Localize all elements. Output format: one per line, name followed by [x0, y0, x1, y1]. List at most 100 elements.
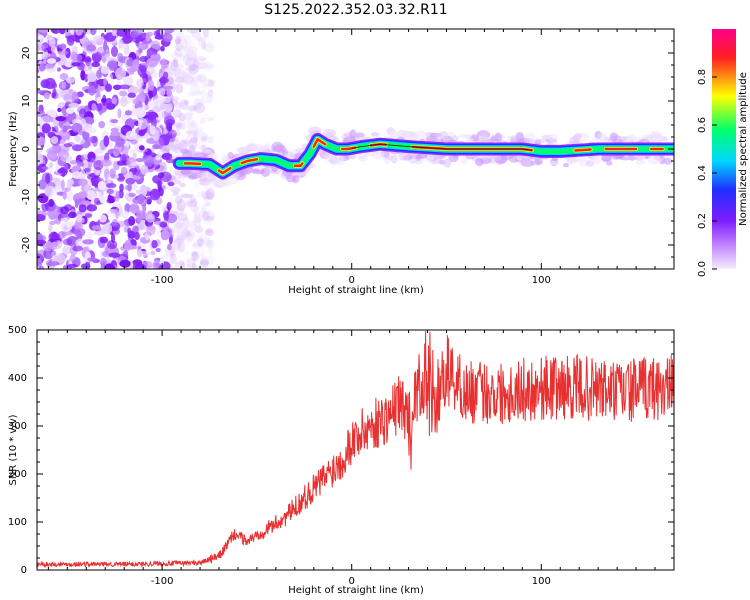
noise-blob	[174, 48, 182, 58]
snr-series-line	[37, 330, 674, 569]
noise-blob	[158, 88, 166, 97]
noise-blob	[91, 225, 102, 230]
noise-blob	[177, 36, 183, 43]
noise-blob	[194, 74, 202, 83]
noise-blob	[116, 160, 125, 166]
noise-blob	[163, 210, 170, 222]
noise-blob	[184, 137, 193, 147]
noise-blob	[66, 131, 71, 141]
noise-blob	[113, 142, 125, 154]
y-tick-label: 500	[8, 325, 27, 336]
noise-blob	[111, 97, 117, 105]
noise-blob	[190, 251, 198, 257]
noise-blob	[128, 192, 136, 198]
noise-blob	[142, 202, 147, 213]
noise-blob	[105, 103, 112, 110]
noise-blob	[160, 58, 168, 70]
noise-blob	[172, 59, 178, 65]
noise-blob	[68, 89, 73, 94]
noise-blob	[58, 118, 64, 129]
noise-blob	[184, 239, 196, 244]
colorbar-tick-label: 0.8	[697, 69, 708, 85]
noise-blob	[190, 136, 199, 144]
noise-blob	[100, 159, 112, 167]
noise-blob	[57, 231, 65, 239]
noise-blob	[152, 129, 160, 142]
spectrogram-heatmap	[37, 29, 674, 269]
figure-title: S125.2022.352.03.32.R11	[264, 2, 447, 18]
y-tick-label: -20	[21, 237, 32, 253]
noise-blob	[196, 62, 208, 70]
noise-blob	[80, 118, 87, 128]
noise-blob	[205, 91, 213, 103]
noise-blob	[191, 105, 197, 111]
noise-blob	[176, 228, 187, 238]
noise-blob	[187, 104, 199, 113]
noise-blob	[50, 250, 57, 257]
noise-blob	[199, 258, 209, 268]
x-tick-label: 100	[532, 275, 551, 286]
noise-blob	[146, 57, 159, 68]
noise-blob	[198, 209, 211, 218]
x-tick-label: 100	[532, 576, 551, 587]
noise-blob	[110, 46, 118, 58]
noise-blob	[145, 213, 156, 223]
noise-blob	[91, 187, 100, 193]
noise-blob	[125, 130, 138, 141]
noise-blob	[132, 59, 140, 69]
noise-blob	[172, 145, 182, 154]
noise-blob	[185, 129, 195, 135]
noise-blob	[184, 42, 194, 52]
noise-blob	[37, 44, 45, 51]
noise-blob	[190, 122, 196, 127]
noise-blob	[106, 240, 118, 250]
noise-blob	[90, 157, 96, 164]
noise-blob	[180, 139, 192, 144]
noise-blob	[37, 153, 44, 162]
noise-blob	[153, 219, 161, 225]
noise-blob	[78, 191, 88, 199]
noise-blob	[62, 125, 68, 133]
noise-blob	[173, 38, 181, 44]
colorbar-tick-label: 0.4	[697, 165, 708, 181]
noise-blob	[198, 239, 203, 249]
noise-blob	[58, 43, 67, 50]
noise-blob	[171, 130, 180, 142]
snr-frame	[36, 329, 675, 571]
noise-blob	[176, 119, 186, 130]
haze-blob	[426, 154, 435, 162]
noise-blob	[56, 67, 61, 72]
noise-blob	[158, 77, 169, 84]
noise-blob	[172, 122, 184, 128]
noise-blob	[176, 123, 182, 131]
noise-blob	[149, 188, 161, 201]
noise-blob	[200, 136, 207, 141]
noise-blob	[153, 259, 160, 269]
noise-blob	[181, 143, 188, 151]
noise-blob	[151, 240, 158, 249]
noise-blob	[172, 57, 179, 68]
noise-blob	[205, 63, 216, 69]
noise-blob	[201, 190, 214, 200]
noise-blob	[195, 58, 205, 67]
noise-blob	[182, 39, 188, 50]
noise-blob	[82, 159, 89, 170]
noise-blob	[179, 182, 186, 188]
haze-blob	[206, 174, 217, 182]
noise-blob	[111, 218, 119, 227]
noise-blob	[63, 143, 73, 148]
noise-blob	[172, 191, 179, 197]
noise-blob	[41, 166, 49, 171]
noise-blob	[41, 123, 51, 134]
noise-blob	[173, 81, 179, 88]
noise-blob	[99, 195, 106, 204]
noise-blob	[196, 190, 206, 198]
haze-blob	[585, 160, 595, 167]
noise-blob	[134, 107, 147, 118]
noise-blob	[63, 93, 74, 103]
noise-blob	[118, 84, 131, 90]
noise-blob	[202, 215, 214, 225]
noise-blob	[194, 225, 203, 233]
noise-blob	[166, 194, 179, 203]
